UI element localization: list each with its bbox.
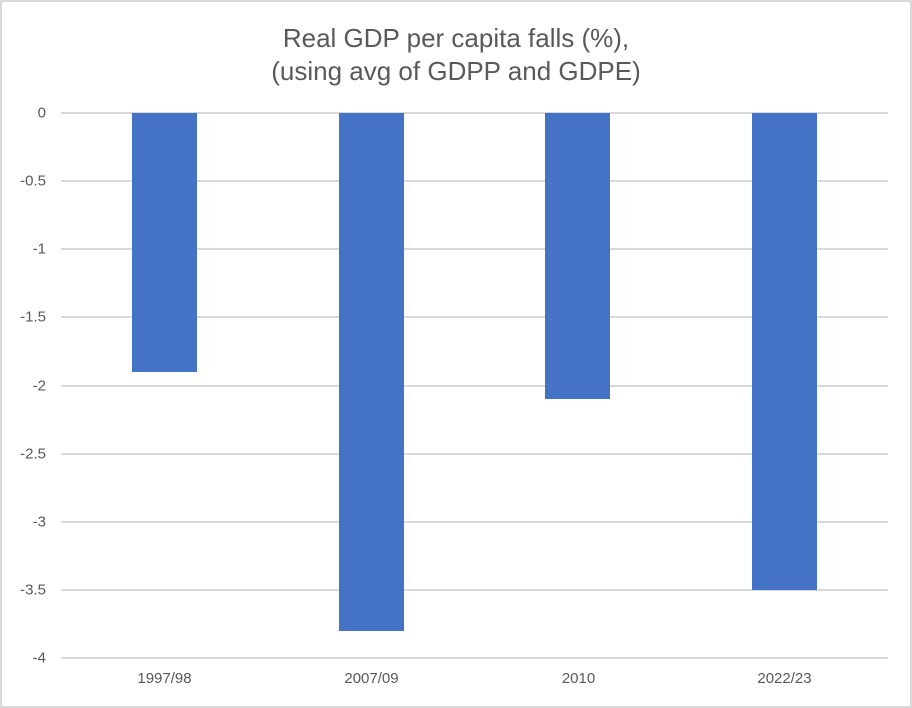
x-tick-label: 2007/09 xyxy=(344,670,399,687)
bar-1997-98 xyxy=(132,113,197,372)
chart-title-line1: Real GDP per capita falls (%), xyxy=(282,23,630,53)
bar-2010 xyxy=(545,113,610,399)
y-tick-label: -2.5 xyxy=(20,445,46,463)
y-tick-label: -0.5 xyxy=(20,172,46,190)
y-tick-label: -4 xyxy=(32,649,46,667)
y-tick-label: 0 xyxy=(37,104,46,122)
gridline xyxy=(61,657,888,659)
y-axis-labels: 0 -0.5 -1 -1.5 -2 -2.5 -3 -3.5 -4 xyxy=(2,105,52,667)
gridline xyxy=(61,452,888,455)
gridline xyxy=(61,112,888,114)
x-tick-label: 2022/23 xyxy=(757,670,812,687)
y-tick-label: -1 xyxy=(32,240,46,258)
y-tick-label: -3.5 xyxy=(20,581,46,599)
y-tick-label: -1.5 xyxy=(20,308,46,326)
y-tick-label: -2 xyxy=(32,377,46,394)
x-axis-labels: 1997/98 2007/09 2010 2022/23 xyxy=(61,670,888,692)
gridline xyxy=(61,520,888,523)
plot-area xyxy=(61,112,888,659)
x-tick-label: 1997/98 xyxy=(137,670,192,687)
gridline xyxy=(61,180,888,183)
chart-title: Real GDP per capita falls (%), (using av… xyxy=(2,22,910,88)
bar-2007-09 xyxy=(339,113,404,631)
chart-title-line2: (using avg of GDPP and GDPE) xyxy=(271,56,641,86)
gridline xyxy=(61,384,888,387)
bar-2022-23 xyxy=(752,113,817,590)
gridline xyxy=(61,316,888,319)
x-tick-label: 2010 xyxy=(561,670,596,687)
gridline xyxy=(61,248,888,251)
gridline xyxy=(61,588,888,591)
y-tick-label: -3 xyxy=(32,513,46,531)
